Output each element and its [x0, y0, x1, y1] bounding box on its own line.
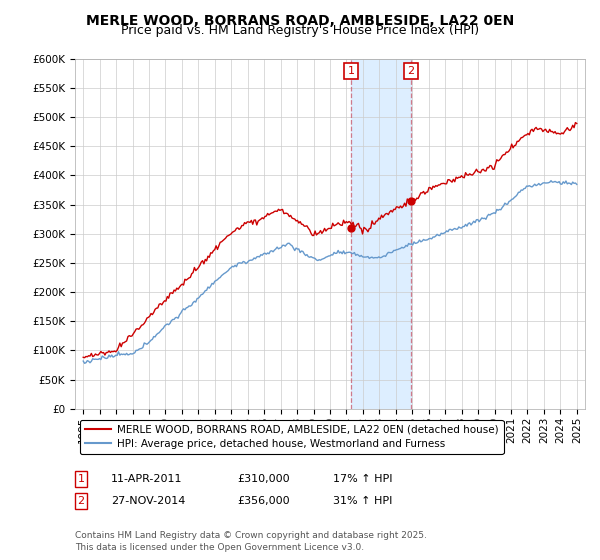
Text: 2: 2	[77, 496, 85, 506]
Text: Contains HM Land Registry data © Crown copyright and database right 2025.
This d: Contains HM Land Registry data © Crown c…	[75, 531, 427, 552]
Bar	[351, 59, 411, 409]
Legend: MERLE WOOD, BORRANS ROAD, AMBLESIDE, LA22 0EN (detached house), HPI: Average pri: MERLE WOOD, BORRANS ROAD, AMBLESIDE, LA2…	[80, 419, 503, 454]
Text: MERLE WOOD, BORRANS ROAD, AMBLESIDE, LA22 0EN: MERLE WOOD, BORRANS ROAD, AMBLESIDE, LA2…	[86, 14, 514, 28]
Text: 1: 1	[347, 66, 355, 76]
Text: £310,000: £310,000	[237, 474, 290, 484]
Text: Price paid vs. HM Land Registry's House Price Index (HPI): Price paid vs. HM Land Registry's House …	[121, 24, 479, 36]
Text: 27-NOV-2014: 27-NOV-2014	[111, 496, 185, 506]
Text: 17% ↑ HPI: 17% ↑ HPI	[333, 474, 392, 484]
Text: 1: 1	[77, 474, 85, 484]
Text: 31% ↑ HPI: 31% ↑ HPI	[333, 496, 392, 506]
Text: 2: 2	[407, 66, 415, 76]
Text: £356,000: £356,000	[237, 496, 290, 506]
Text: 11-APR-2011: 11-APR-2011	[111, 474, 182, 484]
